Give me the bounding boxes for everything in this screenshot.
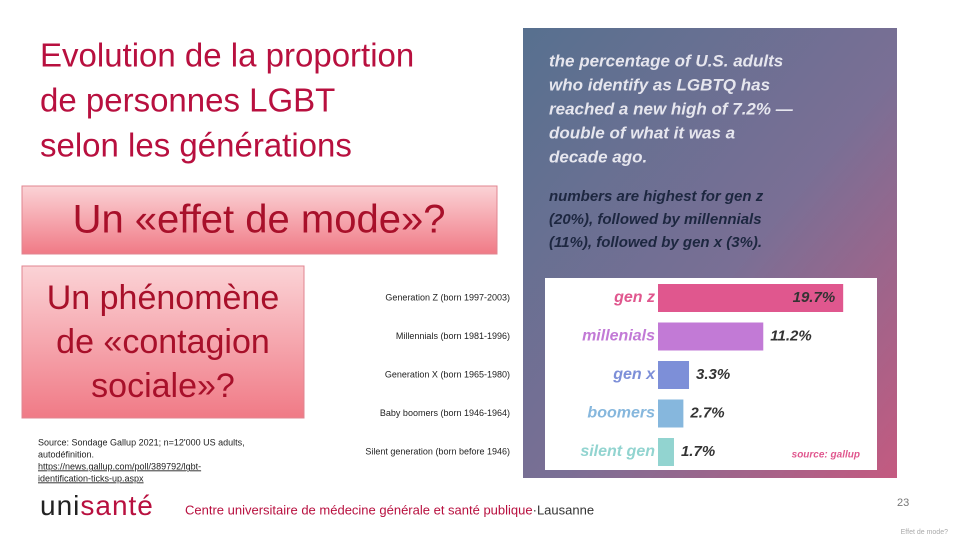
- value-label: 3.3%: [696, 366, 730, 383]
- headline: decade ago.: [549, 147, 647, 166]
- source: Source: Sondage Gallup 2021; n=12'000 US…: [38, 437, 245, 447]
- value-label: 1.7%: [681, 443, 715, 460]
- footer: Effet de mode?: [901, 529, 948, 536]
- subhead: (20%), followed by millennials: [549, 211, 762, 228]
- subhead: (11%), followed by gen x (3%).: [549, 234, 762, 251]
- bar: [658, 361, 690, 389]
- title: Evolution de la proportion: [40, 37, 414, 74]
- chart-source: source: gallup: [792, 450, 860, 461]
- bar: [658, 399, 684, 428]
- headline: who identify as LGBTQ has: [549, 75, 770, 94]
- bar: [658, 322, 764, 351]
- value-label: 11.2%: [770, 327, 811, 344]
- category-label: gen z: [613, 289, 655, 306]
- title: selon les générations: [40, 127, 352, 164]
- source: autodéfinition.: [38, 449, 94, 459]
- link: https://news.gallup.com/poll/389792/lgbt…: [38, 461, 201, 471]
- box2-text: sociale»?: [91, 367, 235, 405]
- bar: [658, 284, 844, 312]
- box2-text: de «contagion: [56, 323, 270, 361]
- generation-label: Generation Z (born 1997-2003): [385, 292, 510, 302]
- category-label: boomers: [587, 405, 655, 422]
- logo: unisanté: [40, 490, 154, 521]
- institution: Centre universitaire de médecine général…: [185, 502, 533, 517]
- category-label: silent gen: [580, 443, 655, 460]
- headline: double of what it was a: [549, 123, 735, 142]
- category-label: millenials: [582, 328, 655, 345]
- generation-label: Generation X (born 1965-1980): [385, 369, 510, 379]
- generation-label: Baby boomers (born 1946-1964): [380, 408, 510, 418]
- value-label: 2.7%: [689, 404, 724, 421]
- headline: reached a new high of 7.2% —: [549, 99, 794, 118]
- value-label: 19.7%: [793, 289, 836, 306]
- box1-bg: [21, 185, 498, 255]
- link: identification-ticks-up.aspx: [38, 473, 144, 483]
- title: de personnes LGBT: [40, 82, 335, 119]
- box1-text: Un «effet de mode»?: [73, 198, 446, 242]
- city: ·Lausanne: [533, 502, 594, 517]
- page-number: 23: [897, 497, 909, 509]
- category-label: gen x: [612, 366, 656, 383]
- generation-label: Millennials (born 1981-1996): [396, 331, 510, 341]
- box2-bg: [21, 265, 305, 419]
- headline: the percentage of U.S. adults: [549, 51, 783, 70]
- box2-text: Un phénomène: [47, 279, 280, 317]
- generation-label: Silent generation (born before 1946): [365, 446, 510, 456]
- subhead: numbers are highest for gen z: [549, 188, 764, 205]
- bar: [658, 438, 674, 466]
